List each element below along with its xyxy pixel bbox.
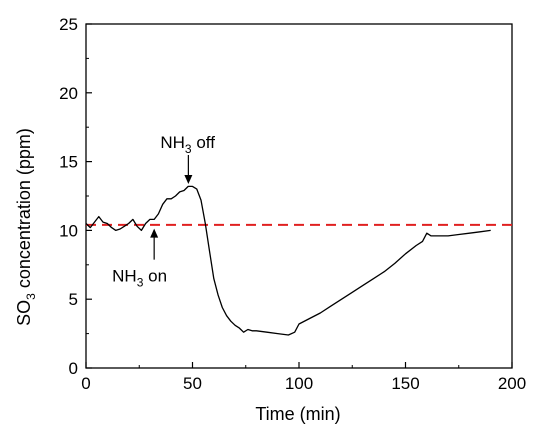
y-tick-label: 15 — [59, 153, 78, 172]
annotation-off-main: NH — [160, 133, 185, 152]
y-axis-title: SO3 concentration (ppm) — [14, 128, 38, 326]
annotation-nh3-off: NH3 off — [160, 133, 215, 156]
x-tick-label: 50 — [183, 374, 202, 393]
y-tick-label: 20 — [59, 84, 78, 103]
annotation-off-arrowhead — [184, 175, 192, 184]
annotation-on-rest: on — [143, 267, 167, 286]
x-tick-label: 150 — [391, 374, 419, 393]
series-layer — [86, 186, 512, 335]
axis-ticks: 0 50 100 150 200 0 5 10 15 20 25 — [59, 15, 526, 393]
x-tick-label: 200 — [498, 374, 526, 393]
y-tick-label: 0 — [69, 359, 78, 378]
plot-frame — [86, 24, 512, 368]
annotation-on-main: NH — [112, 267, 137, 286]
annotation-nh3-on: NH3 on — [112, 267, 167, 290]
x-tick-label: 0 — [81, 374, 90, 393]
plot-area — [86, 24, 512, 368]
y-tick-label: 5 — [69, 290, 78, 309]
y-axis-title-main: SO — [14, 300, 34, 326]
annotation-on-arrowhead — [150, 229, 158, 238]
x-tick-label: 100 — [285, 374, 313, 393]
y-axis-title-rest: concentration (ppm) — [14, 128, 34, 293]
y-tick-label: 10 — [59, 221, 78, 240]
annotation-layer: NH3 on NH3 off — [112, 133, 215, 290]
annotation-off-rest: off — [192, 133, 216, 152]
y-tick-label: 25 — [59, 15, 78, 34]
x-axis-title: Time (min) — [255, 404, 340, 424]
series-line — [86, 186, 491, 335]
